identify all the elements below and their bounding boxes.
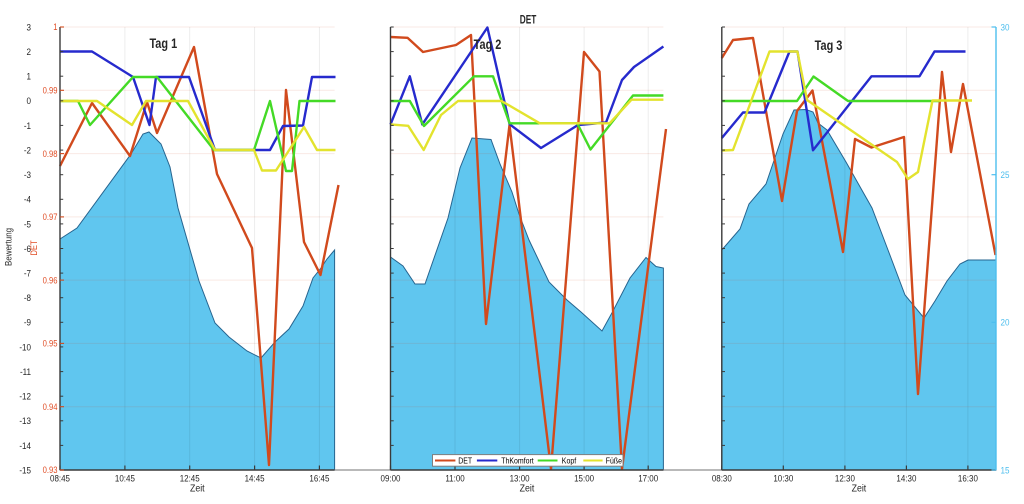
svg-text:0.94: 0.94 <box>43 401 58 412</box>
svg-text:DET: DET <box>458 456 472 466</box>
svg-text:Tag 3: Tag 3 <box>815 38 843 54</box>
svg-text:0.96: 0.96 <box>43 275 58 286</box>
svg-text:ThKomfort: ThKomfort <box>501 456 534 466</box>
svg-text:-6: -6 <box>24 243 31 254</box>
svg-text:09:00: 09:00 <box>381 473 401 484</box>
svg-text:-1: -1 <box>24 120 31 131</box>
svg-text:1: 1 <box>53 22 58 33</box>
svg-text:11:00: 11:00 <box>445 473 464 484</box>
svg-text:DET: DET <box>520 14 537 27</box>
svg-text:Bewertung: Bewertung <box>3 228 14 266</box>
svg-text:0.99: 0.99 <box>43 85 58 96</box>
svg-text:Tag 1: Tag 1 <box>149 36 177 52</box>
svg-text:Kopf: Kopf <box>562 456 577 466</box>
svg-text:17:00: 17:00 <box>638 473 658 484</box>
svg-text:0.98: 0.98 <box>43 148 58 159</box>
svg-text:12:45: 12:45 <box>180 473 200 484</box>
svg-text:10:45: 10:45 <box>115 473 135 484</box>
svg-text:DET: DET <box>28 240 39 256</box>
svg-text:20: 20 <box>1001 317 1010 328</box>
svg-text:Zeit: Zeit <box>520 482 535 494</box>
svg-text:-12: -12 <box>19 391 31 402</box>
svg-text:25: 25 <box>1001 169 1010 180</box>
svg-text:-9: -9 <box>24 317 31 328</box>
svg-text:15: 15 <box>1001 465 1010 476</box>
svg-text:0.97: 0.97 <box>43 211 58 222</box>
svg-text:2: 2 <box>27 46 32 57</box>
svg-text:12:30: 12:30 <box>835 473 855 484</box>
svg-text:15:00: 15:00 <box>574 473 594 484</box>
svg-text:Zeit: Zeit <box>190 482 205 494</box>
svg-text:-8: -8 <box>24 293 31 304</box>
svg-text:-15: -15 <box>19 465 31 476</box>
svg-text:1: 1 <box>27 71 32 82</box>
svg-text:3: 3 <box>27 22 32 33</box>
svg-text:08:45: 08:45 <box>50 473 70 484</box>
svg-text:14:45: 14:45 <box>245 473 265 484</box>
svg-text:13:00: 13:00 <box>510 473 530 484</box>
svg-text:Füße: Füße <box>606 456 622 466</box>
svg-text:-4: -4 <box>24 194 31 205</box>
svg-text:-7: -7 <box>24 268 31 279</box>
svg-text:-14: -14 <box>19 440 31 451</box>
svg-text:0.93: 0.93 <box>43 465 58 476</box>
svg-text:-10: -10 <box>19 342 31 353</box>
svg-text:30: 30 <box>1001 22 1010 33</box>
svg-text:Tag 2: Tag 2 <box>474 37 502 53</box>
svg-text:0: 0 <box>27 96 32 107</box>
svg-text:Zeit: Zeit <box>852 482 867 494</box>
svg-text:-3: -3 <box>24 169 31 180</box>
svg-text:10:30: 10:30 <box>773 473 793 484</box>
svg-text:08:30: 08:30 <box>712 473 732 484</box>
svg-text:-13: -13 <box>19 416 31 427</box>
svg-text:16:30: 16:30 <box>958 473 978 484</box>
svg-text:16:45: 16:45 <box>309 473 329 484</box>
svg-text:14:30: 14:30 <box>896 473 916 484</box>
svg-text:-2: -2 <box>24 145 31 156</box>
svg-text:0.95: 0.95 <box>43 338 58 349</box>
svg-text:-11: -11 <box>20 366 31 377</box>
svg-text:-5: -5 <box>24 219 31 230</box>
